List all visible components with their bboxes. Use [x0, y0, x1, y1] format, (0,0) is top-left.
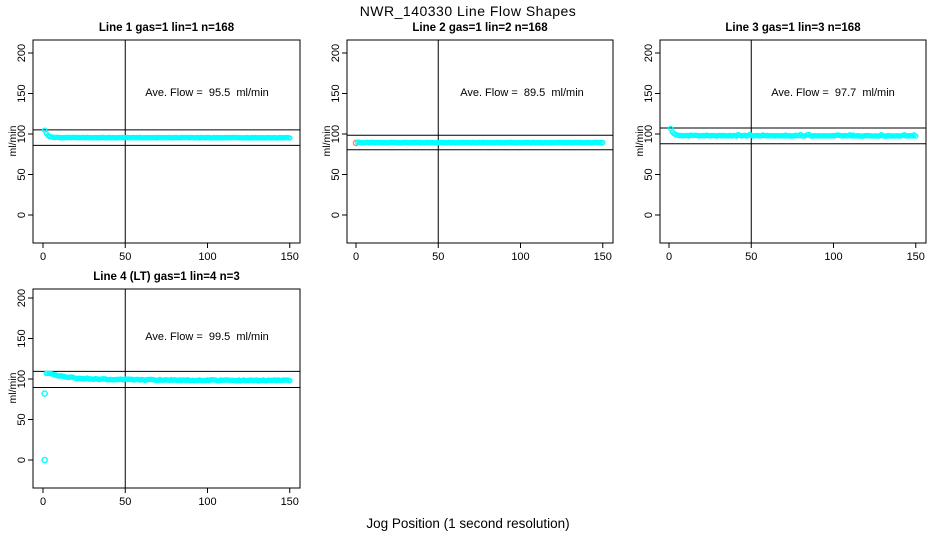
ave-flow-annotation-line3: Ave. Flow = 97.7 ml/min	[771, 87, 895, 99]
y-tick-label: 100	[643, 125, 655, 143]
y-tick-label: 100	[16, 125, 28, 143]
outlier-point	[41, 456, 48, 464]
x-tick-label: 50	[119, 251, 131, 263]
ave-flow-annotation-line4: Ave. Flow = 99.5 ml/min	[145, 331, 269, 343]
x-tick-label: 0	[40, 496, 46, 508]
y-tick-label: 150	[330, 84, 342, 102]
x-tick-label: 50	[119, 496, 131, 508]
panel-4: 0 50 100 150 0 50 100 150 200	[16, 288, 301, 508]
x-tick-label: 100	[198, 251, 216, 263]
series-points	[354, 139, 606, 146]
x-tick-label: 100	[198, 496, 216, 508]
data-point	[913, 133, 919, 139]
y-axis-label-line2: ml/min	[321, 125, 333, 157]
y-tick-label: 150	[16, 329, 28, 347]
x-tick-label: 100	[511, 251, 529, 263]
y-tick-label: 0	[643, 212, 655, 218]
y-tick-label: 50	[330, 168, 342, 180]
x-axis-label: Jog Position (1 second resolution)	[366, 516, 570, 531]
panel-title-line4: Line 4 (LT) gas=1 lin=4 n=3	[93, 271, 240, 283]
y-tick-label: 200	[330, 44, 342, 62]
y-axis-label-line4: ml/min	[7, 372, 19, 404]
plot-box	[659, 39, 927, 244]
x-tick-label: 0	[40, 251, 46, 263]
data-point	[600, 139, 606, 146]
panel-title-line3: Line 3 gas=1 lin=3 n=168	[725, 22, 861, 34]
y-tick-label: 150	[643, 84, 655, 102]
y-tick-label: 0	[16, 457, 28, 463]
x-tick-label: 0	[666, 251, 672, 263]
y-tick-label: 0	[330, 212, 342, 218]
y-axis-label-line3: ml/min	[634, 125, 646, 157]
x-tick-label: 0	[353, 251, 359, 263]
x-tick-label: 50	[745, 251, 757, 263]
y-tick-label: 0	[16, 212, 28, 218]
x-tick-label: 50	[432, 251, 444, 263]
y-tick-label: 200	[16, 44, 28, 62]
y-tick-label: 50	[16, 168, 28, 180]
x-tick-label: 100	[824, 251, 842, 263]
plot-box	[346, 39, 614, 244]
y-tick-label: 200	[643, 44, 655, 62]
panel-title-line2: Line 2 gas=1 lin=2 n=168	[412, 22, 548, 34]
series-points	[43, 370, 293, 384]
plot-box	[32, 288, 301, 489]
y-tick-label: 50	[16, 413, 28, 425]
y-tick-label: 200	[16, 289, 28, 307]
panel-3: 0 50 100 150 0 50 100 150 200	[643, 39, 927, 263]
y-axis-label-line1: ml/min	[7, 125, 19, 157]
outlier-point	[41, 390, 48, 397]
x-tick-label: 150	[907, 251, 925, 263]
ave-flow-annotation-line2: Ave. Flow = 89.5 ml/min	[460, 87, 584, 99]
figure-title: NWR_140330 Line Flow Shapes	[359, 3, 577, 19]
series-points	[41, 127, 293, 141]
panel-2: 0 50 100 150 0 50 100 150 200	[330, 39, 614, 263]
ave-flow-annotation-line1: Ave. Flow = 95.5 ml/min	[145, 87, 269, 99]
x-tick-label: 150	[594, 251, 612, 263]
x-tick-label: 150	[281, 251, 299, 263]
data-point	[286, 135, 293, 141]
series-points	[667, 125, 919, 139]
plot-box	[32, 39, 301, 244]
data-point	[286, 377, 293, 384]
y-tick-label: 100	[330, 125, 342, 143]
y-tick-label: 150	[16, 84, 28, 102]
y-tick-label: 100	[16, 370, 28, 388]
panel-1: 0 50 100 150 0 50 100 150 200	[16, 39, 301, 263]
x-tick-label: 150	[281, 496, 299, 508]
panel-title-line1: Line 1 gas=1 lin=1 n=168	[98, 22, 235, 34]
y-tick-label: 50	[643, 168, 655, 180]
